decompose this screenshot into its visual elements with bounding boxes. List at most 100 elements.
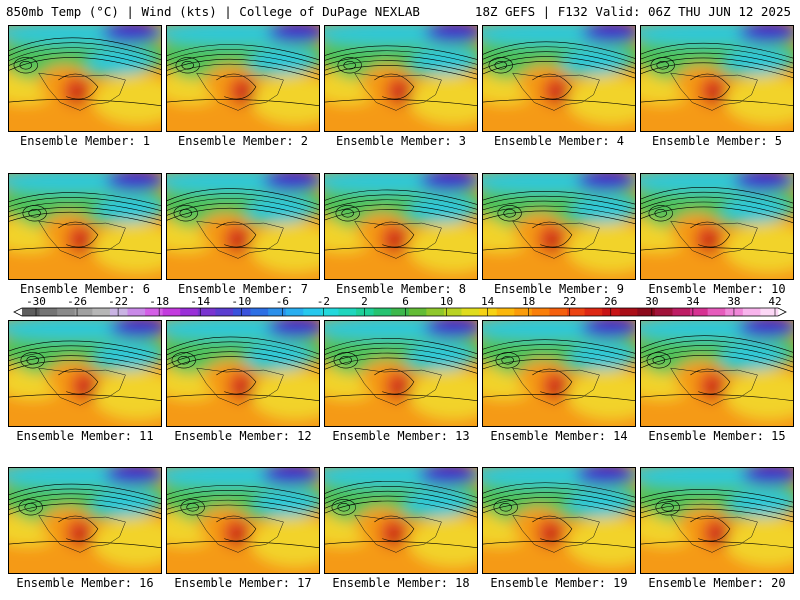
colorbar-segment — [57, 308, 76, 316]
colorbar-segment — [338, 308, 357, 316]
colorbar-segment — [443, 308, 462, 316]
colorbar-segment — [672, 308, 691, 316]
ensemble-member-label: Ensemble Member: 14 — [490, 429, 628, 443]
ensemble-panel: Ensemble Member: 9 — [482, 173, 636, 296]
ensemble-panel: Ensemble Member: 10 — [640, 173, 794, 296]
colorbar-tick-label: -26 — [67, 295, 87, 308]
colorbar-tick-label: -30 — [26, 295, 46, 308]
colorbar-segment — [496, 308, 515, 316]
colorbar-tick-label: 38 — [727, 295, 740, 308]
ensemble-member-label: Ensemble Member: 11 — [16, 429, 154, 443]
temperature-map — [324, 467, 478, 574]
colorbar-segment — [22, 308, 40, 316]
colorbar-tick-label: 18 — [522, 295, 535, 308]
ensemble-member-label: Ensemble Member: 18 — [332, 576, 470, 590]
colorbar-segment — [690, 308, 709, 316]
ensemble-panel: Ensemble Member: 17 — [166, 467, 320, 590]
valid-time-label: 18Z GEFS | F132 Valid: 06Z THU JUN 12 20… — [474, 4, 791, 19]
colorbar-segment — [285, 308, 304, 316]
ensemble-member-label: Ensemble Member: 4 — [493, 134, 625, 148]
temperature-map — [8, 25, 162, 132]
colorbar-segment — [619, 308, 638, 316]
temperature-map — [8, 320, 162, 427]
colorbar-segment — [109, 308, 128, 316]
colorbar-segment — [92, 308, 111, 316]
ensemble-panel: Ensemble Member: 6 — [8, 173, 162, 296]
ensemble-panel: Ensemble Member: 13 — [324, 320, 478, 443]
ensemble-member-label: Ensemble Member: 15 — [648, 429, 786, 443]
colorbar-segment — [602, 308, 621, 316]
temperature-map — [640, 320, 794, 427]
colorbar-outline — [13, 307, 787, 317]
colorbar-segment — [127, 308, 146, 316]
temperature-map — [166, 467, 320, 574]
ensemble-panel: Ensemble Member: 2 — [166, 25, 320, 148]
colorbar-segment — [514, 308, 533, 316]
ensemble-member-label: Ensemble Member: 5 — [651, 134, 783, 148]
ensemble-panel: Ensemble Member: 8 — [324, 173, 478, 296]
temperature-map — [640, 173, 794, 280]
ensemble-panel: Ensemble Member: 12 — [166, 320, 320, 443]
ensemble-member-label: Ensemble Member: 13 — [332, 429, 470, 443]
ensemble-member-label: Ensemble Member: 19 — [490, 576, 628, 590]
ensemble-member-label: Ensemble Member: 3 — [335, 134, 467, 148]
colorbar-tick-label: -14 — [190, 295, 210, 308]
ensemble-member-label: Ensemble Member: 12 — [174, 429, 312, 443]
ensemble-panel: Ensemble Member: 4 — [482, 25, 636, 148]
temperature-map — [166, 173, 320, 280]
colorbar-tick-label: -18 — [149, 295, 169, 308]
ensemble-panel: Ensemble Member: 11 — [8, 320, 162, 443]
colorbar-tick-label: 22 — [563, 295, 576, 308]
colorbar-segment — [74, 308, 93, 316]
colorbar-segment — [584, 308, 603, 316]
colorbar-tick-label: -2 — [317, 295, 330, 308]
colorbar-tick-label: 34 — [686, 295, 700, 308]
ensemble-member-label: Ensemble Member: 10 — [648, 282, 786, 296]
ensemble-panel: Ensemble Member: 1 — [8, 25, 162, 148]
colorbar-segment — [742, 308, 761, 316]
colorbar-segment — [567, 308, 586, 316]
colorbar-tick-label: 42 — [768, 295, 781, 308]
colorbar-segment — [654, 308, 673, 316]
ensemble-panel: Ensemble Member: 5 — [640, 25, 794, 148]
colorbar-segment — [479, 308, 498, 316]
ensemble-member-label: Ensemble Member: 6 — [19, 282, 151, 296]
colorbar-segment — [707, 308, 726, 316]
colorbar-tick-label: -10 — [231, 295, 251, 308]
temperature-map — [8, 467, 162, 574]
ensemble-member-label: Ensemble Member: 1 — [19, 134, 151, 148]
temperature-map — [324, 320, 478, 427]
colorbar-tick-label: 6 — [402, 295, 409, 308]
colorbar-tick-label: -22 — [108, 295, 128, 308]
ensemble-panel: Ensemble Member: 7 — [166, 173, 320, 296]
temperature-map — [324, 25, 478, 132]
ensemble-panel: Ensemble Member: 14 — [482, 320, 636, 443]
colorbar-tick-label: -6 — [276, 295, 289, 308]
temperature-map — [482, 173, 636, 280]
temperature-map — [482, 320, 636, 427]
colorbar-segment — [250, 308, 269, 316]
colorbar-segment — [373, 308, 392, 316]
colorbar-segment — [197, 308, 216, 316]
colorbar-segment — [408, 308, 427, 316]
colorbar-tick-label: 2 — [361, 295, 368, 308]
ensemble-panel: Ensemble Member: 15 — [640, 320, 794, 443]
chart-title: 850mb Temp (°C) | Wind (kts) | College o… — [6, 4, 420, 19]
ensemble-panel: Ensemble Member: 19 — [482, 467, 636, 590]
colorbar-segment — [320, 308, 339, 316]
colorbar-segment — [268, 308, 287, 316]
colorbar-segment — [531, 308, 550, 316]
colorbar-segment — [162, 308, 181, 316]
colorbar-segment — [549, 308, 568, 316]
colorbar-segment — [145, 308, 164, 316]
temperature-map — [166, 25, 320, 132]
colorbar-segment — [391, 308, 410, 316]
colorbar-segment — [356, 308, 375, 316]
colorbar-segment — [637, 308, 656, 316]
colorbar-segment — [760, 308, 779, 316]
colorbar-tick-label: 10 — [440, 295, 453, 308]
colorbar-segment — [180, 308, 199, 316]
ensemble-panel: Ensemble Member: 3 — [324, 25, 478, 148]
ensemble-member-label: Ensemble Member: 7 — [177, 282, 309, 296]
temperature-map — [640, 467, 794, 574]
